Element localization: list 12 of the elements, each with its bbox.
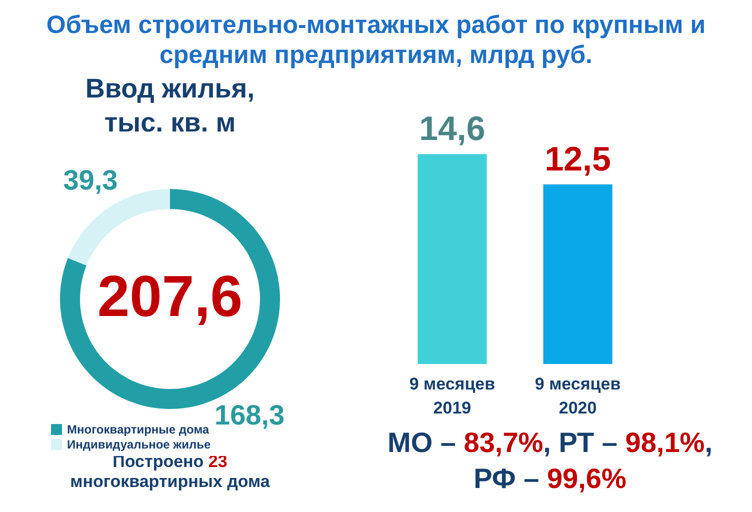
- x-tick-label: 9 месяцев 2019: [409, 374, 496, 418]
- text: 207,6: [97, 264, 243, 329]
- data-label: 168,3: [214, 400, 285, 431]
- chart-title: Объем строительно-монтажных работ по крупным и средним предприятиям, млрд руб.: [45, 10, 707, 70]
- chart-title: Ввод жилья, тыс. кв. м: [85, 73, 255, 138]
- data-label: 39,3: [63, 164, 118, 196]
- legend-label: Индивидуальное жилье: [67, 438, 212, 452]
- text: МО – 83,7%, РТ – 98,1%, РФ – 99,6%: [388, 427, 712, 494]
- legend-label: Многоквартирные дома: [67, 422, 210, 436]
- x-tick-label: 9 месяцев 2020: [534, 374, 621, 418]
- data-label: 12,5: [544, 140, 611, 178]
- data-label: 14,6: [419, 110, 486, 148]
